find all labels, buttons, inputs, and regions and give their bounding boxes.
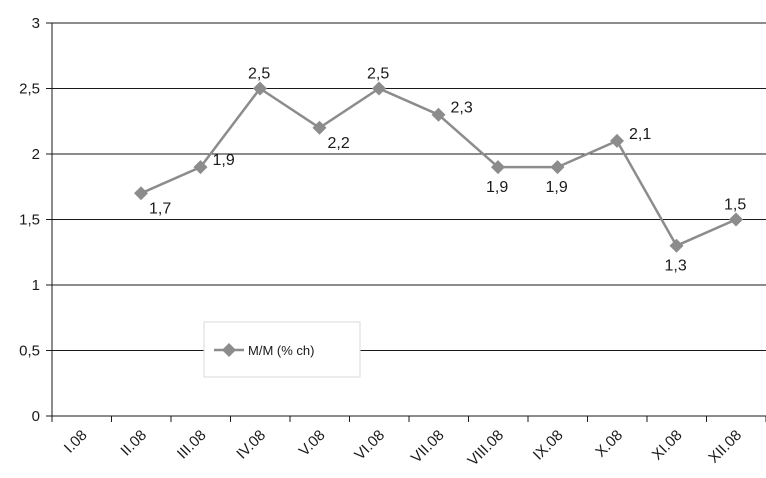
y-tick-label: 2,5 (19, 81, 40, 98)
legend-diamond-icon (222, 343, 236, 357)
x-tick-label: VI.08 (351, 427, 388, 464)
x-tick-label: III.08 (174, 427, 210, 463)
data-label: 1,9 (486, 179, 508, 196)
y-tick-label: 0 (32, 408, 40, 425)
data-label: 2,5 (248, 66, 270, 83)
legend: M/M (% ch) (203, 321, 361, 378)
data-label: 1,5 (724, 197, 746, 214)
data-point-marker (134, 186, 148, 201)
data-point-marker (610, 133, 624, 148)
data-label: 1,3 (665, 258, 687, 275)
x-tick-label: I.08 (61, 427, 91, 457)
x-tick-label: V.08 (296, 427, 329, 460)
data-label: 2,2 (328, 135, 350, 152)
data-point-marker (729, 212, 743, 227)
x-tick-label: XI.08 (649, 427, 686, 464)
data-label: 1,7 (149, 200, 171, 217)
x-tick-label: IV.08 (233, 427, 269, 463)
data-point-marker (372, 81, 386, 96)
data-label: 2,5 (367, 66, 389, 83)
data-point-marker (431, 107, 446, 122)
data-point-marker (550, 160, 565, 175)
data-point-marker (669, 238, 684, 253)
data-label: 2,3 (451, 100, 473, 117)
gridlines (52, 22, 766, 351)
x-tick-label: IX.08 (530, 427, 567, 464)
data-point-marker (312, 120, 327, 135)
x-tick-label: II.08 (117, 427, 150, 460)
y-tick-label: 3 (32, 15, 40, 32)
data-label: 1,9 (213, 152, 235, 169)
x-tick-label: VIII.08 (464, 427, 507, 470)
data-point-marker (193, 160, 208, 175)
data-point-marker (253, 81, 267, 96)
data-labels: 1,7 1,9 2,5 2,2 2,5 2,3 1,9 1,9 2,1 1,3 1,5 (149, 66, 746, 275)
x-tick-label: XII.08 (705, 427, 745, 467)
axes: 0 0,5 1 1,5 2 2,5 3 I.08 II.08 III.08 IV.08 V.08 VI.… (19, 15, 766, 469)
data-label: 2,1 (629, 126, 651, 143)
legend-entry-label: M/M (% ch) (248, 343, 314, 358)
y-tick-label: 1 (32, 277, 40, 294)
y-tick-label: 0,5 (19, 343, 40, 360)
y-tick-label: 1,5 (19, 212, 40, 229)
series-layer (134, 81, 743, 253)
data-point-marker (491, 160, 505, 175)
x-tick-label: VII.08 (408, 427, 448, 467)
y-tick-label: 2 (32, 146, 40, 163)
data-label: 1,9 (546, 179, 568, 196)
x-tick-label: X.08 (592, 427, 626, 461)
